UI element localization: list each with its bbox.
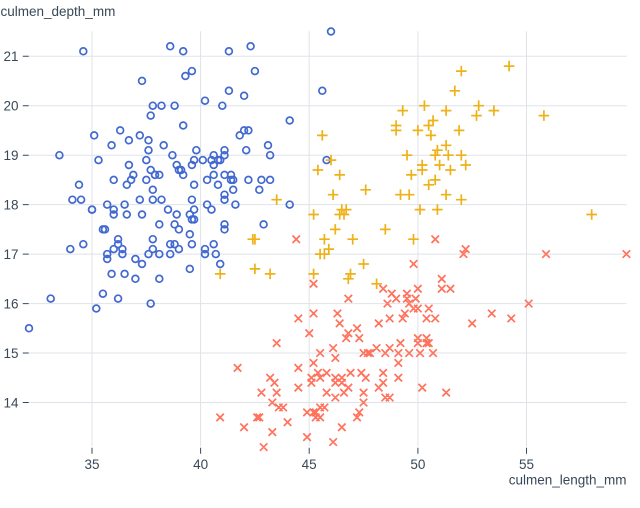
svg-text:20: 20 xyxy=(3,99,18,114)
svg-text:culmen_depth_mm: culmen_depth_mm xyxy=(1,4,116,19)
svg-text:18: 18 xyxy=(3,197,18,212)
svg-text:50: 50 xyxy=(410,457,425,472)
svg-text:45: 45 xyxy=(302,457,317,472)
svg-text:17: 17 xyxy=(3,247,18,262)
svg-text:55: 55 xyxy=(519,457,534,472)
svg-text:35: 35 xyxy=(84,457,99,472)
svg-text:19: 19 xyxy=(3,148,18,163)
svg-text:14: 14 xyxy=(3,395,19,410)
svg-text:16: 16 xyxy=(3,296,18,311)
svg-text:culmen_length_mm: culmen_length_mm xyxy=(509,473,627,488)
svg-text:21: 21 xyxy=(3,49,18,64)
svg-text:40: 40 xyxy=(193,457,208,472)
svg-text:15: 15 xyxy=(3,346,18,361)
